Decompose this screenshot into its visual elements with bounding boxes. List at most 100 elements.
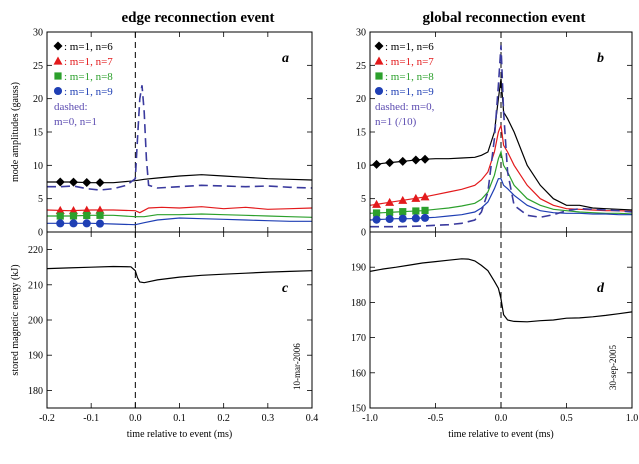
- series-marker: [82, 205, 92, 214]
- series-marker: [385, 197, 395, 206]
- y-tick-label: 210: [28, 280, 43, 291]
- y-tick-label: 25: [356, 61, 366, 72]
- series-line: [370, 125, 632, 212]
- y-tick-label: 10: [356, 161, 366, 172]
- y-tick-label: 0: [361, 228, 366, 239]
- series-marker: [386, 208, 394, 216]
- legend-label: dashed: m=0,: [375, 101, 435, 113]
- legend-label: m=0, n=1: [54, 116, 97, 128]
- y-tick-label: 20: [356, 94, 366, 105]
- series-marker: [398, 156, 408, 166]
- x-tick-label: 0.3: [262, 413, 275, 424]
- series-marker: [372, 209, 381, 217]
- series-marker: [372, 159, 382, 169]
- y-tick-label: 15: [33, 128, 43, 139]
- legend-label: : m=1, n=8: [64, 71, 113, 83]
- y-tick-label: 160: [351, 368, 366, 379]
- panel-label-c: c: [282, 281, 289, 296]
- x-axis-label: time relative to event (ms): [127, 429, 233, 440]
- x-tick-label: -1.0: [362, 413, 378, 424]
- series-marker: [412, 207, 420, 215]
- plot-frame: [46, 231, 313, 409]
- legend-marker: [374, 86, 384, 96]
- series-marker: [420, 154, 430, 164]
- series-marker: [95, 178, 105, 188]
- y-tick-label: 30: [33, 28, 43, 39]
- legend-left: : m=1, n=6 : m=1, n=7 : m=1, n=8 : m=1, n=9…: [53, 41, 113, 128]
- y-tick-label: 150: [351, 404, 366, 415]
- legend-marker: [54, 72, 62, 80]
- y-tick-label: 170: [351, 333, 366, 344]
- series-marker: [69, 219, 78, 228]
- x-tick-label: -0.5: [428, 413, 444, 424]
- series-marker: [55, 177, 65, 187]
- panel-b-mode-amplitudes: 0 5 10 15 20 25 30: [356, 28, 633, 239]
- legend-label: : m=1, n=6: [385, 41, 434, 53]
- y-tick-label: 20: [33, 94, 43, 105]
- series-marker: [421, 206, 429, 214]
- series-line: [47, 85, 312, 191]
- legend-marker: [53, 41, 63, 51]
- legend-label: dashed:: [54, 101, 88, 113]
- title-right: global reconnection event: [422, 10, 585, 26]
- series-line: [47, 265, 312, 284]
- y-tick-label: 220: [28, 245, 43, 256]
- x-axis-label: time relative to event (ms): [448, 429, 554, 440]
- x-tick-label: -0.2: [39, 413, 55, 424]
- series-line: [47, 174, 312, 184]
- legend-label: : m=1, n=9: [385, 86, 434, 98]
- x-tick-label: 0.0: [129, 413, 142, 424]
- series-marker: [69, 206, 78, 215]
- y-tick-label: 5: [38, 194, 43, 205]
- y-tick-label: 200: [28, 316, 43, 327]
- y-tick-label: 190: [351, 263, 366, 274]
- series-marker: [372, 215, 381, 224]
- y-axis-label: stored magnetic energy (kJ): [10, 264, 21, 375]
- legend-label: : m=1, n=6: [64, 41, 113, 53]
- series-marker: [398, 214, 407, 223]
- series-marker: [82, 219, 91, 228]
- series-marker: [95, 205, 105, 214]
- series-marker: [96, 211, 104, 219]
- series-marker: [420, 213, 430, 222]
- legend-label: : m=1, n=8: [385, 71, 434, 83]
- series-marker: [82, 178, 92, 188]
- x-tick-label: 0.0: [495, 413, 508, 424]
- panel-c-stored-energy: -0.2 -0.1 0.0 0.1 0.2 0.3 0.4 180 190 200 210 220 ti…: [10, 231, 319, 440]
- legend-marker: [374, 56, 384, 65]
- series-marker: [385, 214, 394, 224]
- x-tick-label: 1.0: [626, 413, 639, 424]
- legend-marker: [374, 41, 384, 51]
- series-line: [370, 258, 632, 323]
- x-tick-label: 0.5: [560, 413, 573, 424]
- panel-label-d: d: [597, 281, 605, 296]
- legend-marker: [375, 72, 383, 80]
- y-tick-label: 180: [351, 298, 366, 309]
- legend-marker: [53, 56, 63, 65]
- series-marker: [372, 199, 382, 208]
- legend-label: n=1 (/10): [375, 116, 417, 128]
- x-tick-label: 0.4: [306, 413, 319, 424]
- series-marker: [398, 195, 408, 204]
- series-line: [47, 213, 312, 218]
- y-tick-label: 180: [28, 386, 43, 397]
- series-marker: [56, 212, 64, 220]
- y-tick-label: 5: [361, 194, 366, 205]
- series-marker: [56, 219, 65, 228]
- y-tick-label: 15: [356, 128, 366, 139]
- date-stamp-left: 10-mar-2006: [292, 343, 302, 390]
- date-stamp-right: 30-sep-2005: [608, 345, 618, 390]
- title-left: edge reconnection event: [121, 10, 274, 26]
- legend-marker: [53, 86, 63, 96]
- series-marker: [399, 208, 407, 216]
- panel-a-mode-amplitudes: 0 5 10 15 20 25 30 mode amplitudes (gauss): [10, 28, 313, 239]
- legend-label: : m=1, n=9: [64, 86, 113, 98]
- series-marker: [69, 212, 78, 220]
- series-marker: [55, 205, 65, 214]
- series-marker: [385, 158, 395, 168]
- panel-label-a: a: [282, 51, 289, 66]
- x-tick-label: 0.2: [217, 413, 230, 424]
- y-tick-label: 0: [38, 228, 43, 239]
- legend-label: : m=1, n=7: [64, 56, 113, 68]
